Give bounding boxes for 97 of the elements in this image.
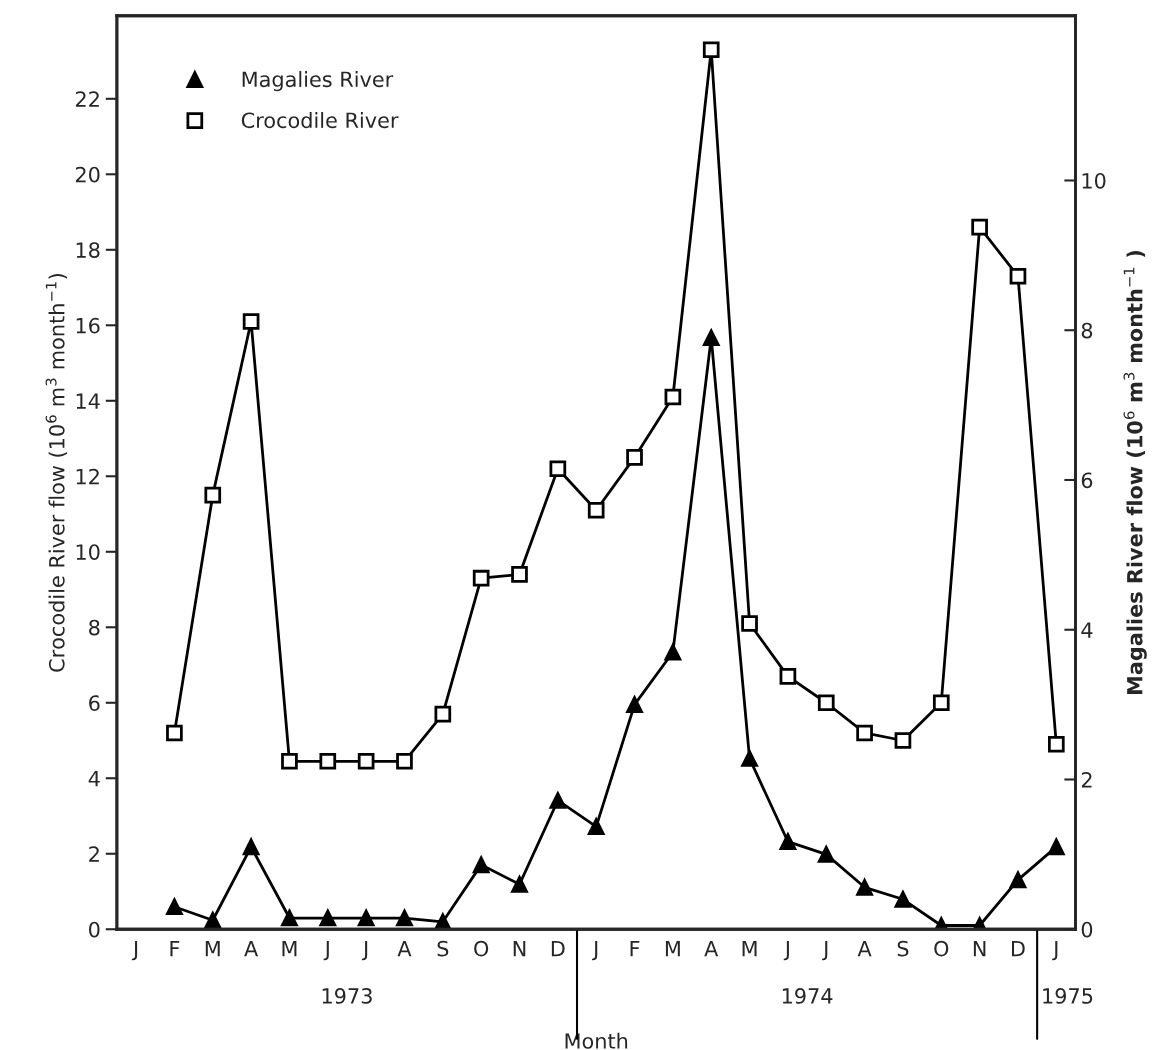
x-tick-label: N [973, 941, 986, 957]
y-tick-label: 18 [76, 242, 100, 258]
x-tick-label: O [474, 940, 489, 957]
y-tick-label: 0 [89, 921, 100, 938]
point [587, 501, 605, 519]
x-tick-label: F [630, 941, 640, 957]
point [587, 818, 605, 835]
y-tick-label: 20 [75, 166, 100, 183]
point [779, 833, 797, 850]
x-tick-label: J [1052, 941, 1058, 961]
y2-tick-label: 6 [1081, 472, 1093, 489]
point [242, 836, 261, 856]
x-tick-label: J [323, 941, 329, 961]
x-tick-label: M [665, 941, 680, 957]
x-tick-label: J [592, 941, 598, 961]
point [702, 41, 720, 59]
y2-tick-label: 2 [1081, 771, 1092, 788]
point [626, 696, 643, 713]
y-tick-label: 12 [76, 468, 99, 485]
x-tick-label: M [742, 941, 757, 957]
y-tick-label: 2 [89, 846, 99, 862]
x-tick-label: N [513, 941, 526, 957]
y2-tick-label: 0 [1081, 921, 1093, 938]
point [319, 909, 337, 927]
point [741, 615, 758, 632]
point [396, 909, 413, 927]
point [511, 875, 528, 893]
x-tick-label: F [170, 941, 180, 957]
point [281, 752, 298, 770]
y-tick-label: 16 [76, 317, 100, 334]
x-tick-label: D [1011, 941, 1025, 957]
point [932, 694, 950, 712]
x-tick-label: A [244, 941, 259, 957]
point [357, 752, 375, 770]
point [702, 329, 720, 347]
x-tick-label: S [897, 940, 909, 957]
point [549, 460, 567, 478]
x-tick-label: J [361, 941, 368, 961]
y-tick-label: 14 [76, 393, 100, 409]
x-tick-label: A [857, 941, 872, 957]
point [626, 449, 643, 466]
point [319, 752, 337, 770]
point [1047, 735, 1065, 753]
point [1009, 871, 1027, 889]
point [1047, 838, 1065, 856]
x-tick-label: J [131, 941, 138, 961]
point [894, 890, 912, 908]
x-tick-label: J [783, 941, 789, 961]
point [817, 694, 835, 712]
text: 1974 [782, 988, 833, 1004]
x-tick-label: M [282, 941, 297, 957]
y2-tick-label: 4 [1081, 622, 1093, 638]
x-tick-label: J [822, 941, 828, 961]
point [511, 566, 528, 583]
y-tick-label: 8 [89, 619, 100, 636]
point [434, 913, 452, 930]
x-tick-label: A [397, 941, 412, 957]
y2-axis-title: Magalies River flow (10$^{6}$ m$^{3}$ month$^{−1}$ ) [1123, 250, 1147, 695]
point [856, 878, 873, 896]
x-axis-title: Month [565, 1032, 628, 1049]
y-axis-title: Crocodile River flow (10$^{6}$ m$^{3}$ month$^{−1}$) [45, 274, 68, 672]
point [396, 752, 413, 770]
point [779, 668, 797, 685]
x-tick-label: M [205, 941, 220, 957]
x-tick-label: S [437, 940, 449, 957]
point [472, 569, 490, 587]
point [664, 643, 682, 661]
point [357, 909, 375, 927]
y-tick-label: 6 [89, 695, 100, 711]
point [204, 911, 222, 929]
y-tick-label: 4 [88, 770, 100, 787]
x-tick-label: D [551, 941, 565, 957]
x-tick-label: A [704, 941, 719, 957]
point [242, 313, 260, 330]
point [856, 724, 873, 742]
y-tick-label: 10 [76, 544, 100, 560]
text: 1973 [322, 988, 372, 1004]
point [472, 856, 490, 874]
text: 1975 [1043, 988, 1093, 1004]
y2-tick-label: 8 [1081, 322, 1093, 339]
point [741, 750, 758, 767]
point [664, 388, 682, 406]
point [166, 724, 183, 742]
point [894, 732, 912, 749]
point [1009, 267, 1027, 285]
x-tick-label: O [934, 940, 949, 957]
point [204, 486, 222, 504]
point [281, 909, 298, 927]
point [434, 705, 452, 723]
legend-label: Crocodile River [241, 112, 399, 129]
point [549, 792, 567, 809]
point [817, 846, 835, 863]
point [971, 218, 988, 236]
point [166, 898, 183, 916]
legend-label: Magalies River [242, 71, 394, 92]
y-tick-label: 22 [75, 91, 99, 107]
y2-tick-label: 10 [1082, 172, 1106, 189]
